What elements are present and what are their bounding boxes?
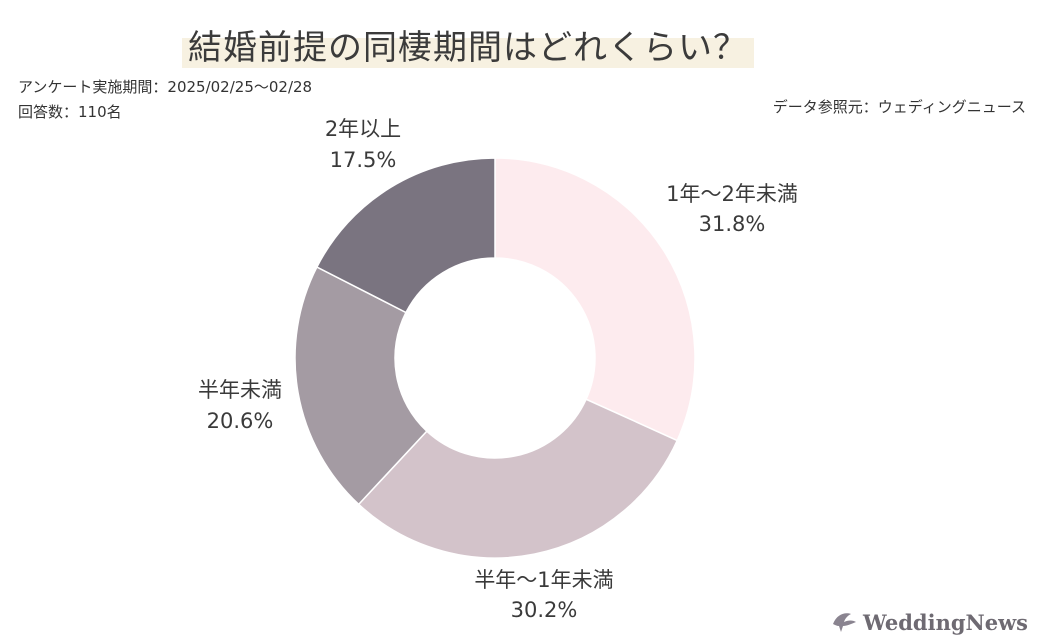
donut-slice-2: [357, 398, 679, 559]
slice-label-3-value: 20.6%: [207, 409, 274, 433]
slice-label-3: 半年未満 20.6%: [198, 378, 282, 433]
slice-label-1: 1年〜2年未満 31.8%: [666, 182, 798, 236]
slice-label-4-name: 2年以上: [325, 117, 401, 141]
slice-label-4-value: 17.5%: [330, 148, 397, 172]
donut-slice-1: [494, 157, 696, 442]
slice-label-2-name: 半年〜1年未満: [474, 568, 613, 592]
chart-title: 結婚前提の同棲期間はどれくらい？: [188, 28, 748, 68]
slice-label-3-name: 半年未満: [198, 378, 282, 402]
data-source: データ参照元：ウェディングニュース: [772, 98, 1026, 116]
slice-label-1-name: 1年〜2年未満: [666, 182, 798, 206]
donut-slice-4: [315, 157, 496, 314]
slice-label-4: 2年以上 17.5%: [325, 117, 401, 172]
wedding-news-logo: WeddingNews: [829, 608, 1028, 636]
logo-text: WeddingNews: [863, 609, 1028, 635]
respondent-count: 回答数：110名: [18, 103, 122, 121]
donut-slices: [294, 157, 696, 559]
slice-label-2-value: 30.2%: [511, 598, 578, 622]
survey-period: アンケート実施期間：2025/02/25〜02/28: [18, 78, 313, 96]
dove-icon: [833, 613, 856, 632]
title-area: 結婚前提の同棲期間はどれくらい？: [182, 14, 754, 68]
title-highlight: [182, 38, 754, 68]
slice-label-2: 半年〜1年未満 30.2%: [474, 568, 613, 622]
donut-slice-3: [294, 265, 428, 506]
slice-label-1-value: 31.8%: [699, 212, 766, 236]
